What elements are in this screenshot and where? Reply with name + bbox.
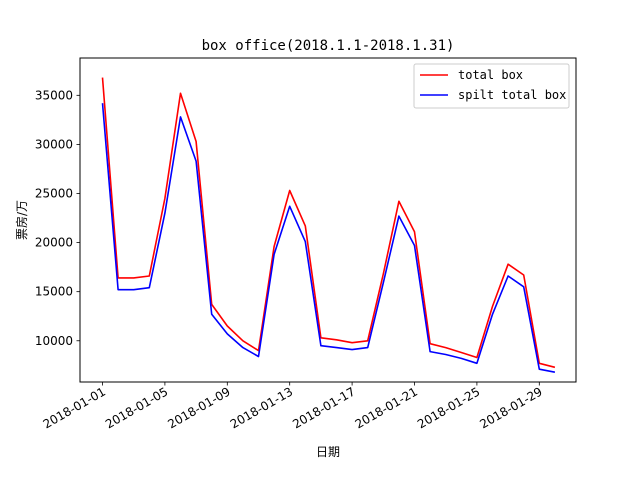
x-tick-label: 2018-01-21 <box>353 384 420 431</box>
legend: total box spilt total box <box>413 63 570 109</box>
series-line-1 <box>101 103 556 373</box>
legend-box <box>413 63 570 109</box>
x-tick-label: 2018-01-17 <box>290 384 357 431</box>
x-axis: 2018-01-012018-01-052018-01-092018-01-13… <box>41 382 545 431</box>
x-tick-label: 2018-01-05 <box>103 384 170 431</box>
plot-frame <box>79 57 577 383</box>
y-tick-label: 10000 <box>35 334 73 348</box>
x-tick-label: 2018-01-13 <box>228 384 295 431</box>
y-tick-label: 25000 <box>35 186 73 200</box>
x-axis-title: 日期 <box>316 445 340 459</box>
legend-label-spilt-total-box: spilt total box <box>458 88 566 102</box>
series-lines <box>101 77 556 373</box>
x-tick-label: 2018-01-25 <box>415 384 482 431</box>
y-axis-title: 票房/万 <box>14 200 29 240</box>
y-tick-label: 30000 <box>35 137 73 151</box>
legend-label-total-box: total box <box>458 68 523 82</box>
y-tick-label: 20000 <box>35 236 73 250</box>
y-tick-label: 15000 <box>35 285 73 299</box>
y-axis: 10000 15000 20000 25000 30000 35000 <box>35 88 80 348</box>
series-line-0 <box>101 77 556 369</box>
x-tick-label: 2018-01-09 <box>165 384 232 431</box>
x-tick-label: 2018-01-01 <box>41 384 108 431</box>
y-tick-label: 35000 <box>35 88 73 102</box>
chart-title: box office(2018.1.1-2018.1.31) <box>202 38 455 54</box>
x-tick-label: 2018-01-29 <box>477 384 544 431</box>
